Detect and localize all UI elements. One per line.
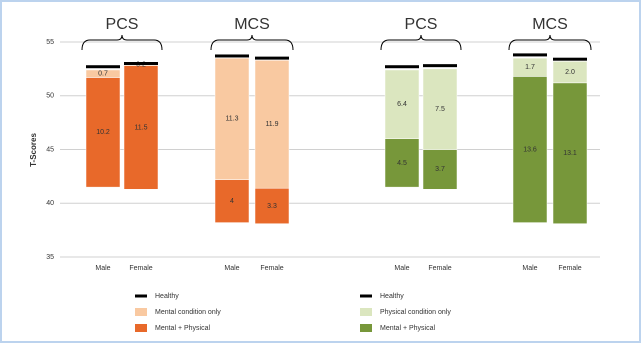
bar-segment	[552, 61, 588, 84]
brace	[210, 34, 294, 51]
value-label: 3.3	[267, 203, 277, 210]
legend-label: Healthy	[155, 293, 179, 300]
brace	[380, 34, 462, 51]
x-tick-label: Female	[558, 265, 581, 272]
value-label: 10.2	[96, 129, 110, 136]
bar-segment	[85, 77, 121, 188]
brace	[508, 34, 592, 51]
healthy-marker	[513, 53, 547, 57]
group-label: MCS	[532, 16, 568, 33]
y-tick-label: 50	[46, 93, 54, 100]
legend-swatch	[360, 294, 372, 298]
bar-segment	[254, 60, 290, 189]
value-label: 3.7	[435, 166, 445, 173]
bar-segment	[552, 82, 588, 224]
legend-label: Mental + Physical	[155, 325, 210, 332]
value-label: 2.0	[565, 69, 575, 76]
brace	[81, 34, 163, 51]
legend-swatch	[360, 308, 372, 316]
value-label: 11.9	[265, 121, 278, 128]
x-tick-label: Male	[224, 265, 239, 272]
y-axis-label: T-Scores	[29, 133, 38, 167]
value-label: 13.6	[523, 146, 537, 153]
legend-swatch	[135, 294, 147, 298]
bar-segment	[422, 149, 458, 190]
y-tick-label: 55	[46, 39, 54, 46]
legend-label: Mental + Physical	[380, 325, 435, 332]
value-label: 11.5	[134, 124, 147, 131]
group-label: MCS	[234, 16, 270, 33]
y-tick-label: 40	[46, 200, 54, 207]
healthy-marker	[86, 65, 120, 69]
x-tick-label: Female	[260, 265, 283, 272]
bar-segment	[512, 76, 548, 223]
legend-label: Mental condition only	[155, 309, 221, 316]
x-tick-label: Female	[428, 265, 451, 272]
group-label: PCS	[106, 16, 139, 33]
bar-segment	[214, 57, 250, 180]
value-label: 4	[230, 198, 234, 205]
legend-swatch	[360, 324, 372, 332]
value-label: 11.3	[225, 116, 238, 123]
y-tick-label: 35	[46, 254, 54, 261]
x-tick-label: Male	[522, 265, 537, 272]
legend-label: Healthy	[380, 293, 404, 300]
bar-segment	[214, 179, 250, 223]
bar-segment	[512, 57, 548, 77]
value-label: 13.1	[563, 150, 577, 157]
group-label: PCS	[405, 16, 438, 33]
value-label: 6.4	[397, 101, 407, 108]
y-tick-label: 45	[46, 146, 54, 153]
healthy-marker	[124, 62, 158, 65]
x-tick-label: Female	[129, 265, 152, 272]
healthy-marker	[423, 64, 457, 68]
value-label: 1.7	[525, 64, 535, 71]
healthy-marker	[385, 65, 419, 69]
legend-swatch	[135, 308, 147, 316]
bar-segment	[123, 65, 159, 190]
value-label: 7.5	[435, 106, 445, 113]
x-tick-label: Male	[95, 265, 110, 272]
legend-swatch	[135, 324, 147, 332]
bar-segment	[85, 69, 121, 78]
bar-segment	[254, 187, 290, 224]
legend-label: Physical condition only	[380, 309, 451, 316]
value-label: 0.7	[98, 71, 108, 78]
healthy-marker	[215, 54, 249, 58]
bar-segment	[384, 69, 420, 139]
bar-segment	[422, 68, 458, 150]
healthy-marker	[255, 56, 289, 60]
value-label: 4.5	[397, 160, 407, 167]
healthy-marker	[553, 57, 587, 61]
x-tick-label: Male	[394, 265, 409, 272]
